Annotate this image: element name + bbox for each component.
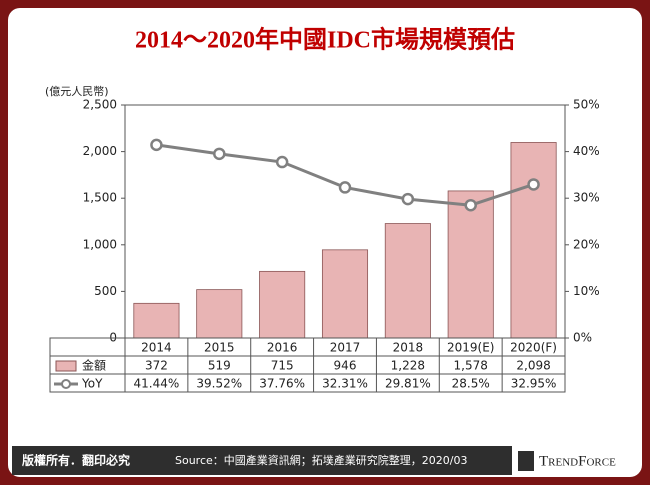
logo: TrendForce xyxy=(539,453,616,469)
x-tick-label: 2015 xyxy=(204,341,235,355)
y2-tick-label: 20% xyxy=(573,237,600,251)
data-label: 715 xyxy=(271,359,294,373)
y-axis-label: (億元人民幣) xyxy=(45,85,109,98)
data-label: 2,098 xyxy=(516,359,550,373)
data-label: 372 xyxy=(145,359,168,373)
bar xyxy=(196,289,243,339)
marker xyxy=(464,198,477,212)
x-tick-label: 2014 xyxy=(141,341,172,355)
x-tick-label: 2020(F) xyxy=(510,341,557,355)
card xyxy=(8,8,642,477)
bar xyxy=(321,249,369,339)
source: Source：中國產業資訊網；拓墣產業研究院整理，2020/03 xyxy=(175,453,467,467)
y-tick-label: 1,500 xyxy=(83,191,117,205)
bar xyxy=(133,302,180,339)
data-label: 32.95% xyxy=(511,377,557,391)
x-tick-label: 2019(E) xyxy=(447,341,494,355)
legend-marker xyxy=(61,379,71,389)
y-tick-label: 2,000 xyxy=(83,144,117,158)
x-tick-label: 2017 xyxy=(330,341,361,355)
data-label: 28.5% xyxy=(452,377,490,391)
y2-tick-label: 0% xyxy=(573,331,592,345)
x-tick-label: 2016 xyxy=(267,341,298,355)
bar xyxy=(259,270,306,339)
data-label: 37.76% xyxy=(259,377,305,391)
footer-bar xyxy=(12,446,512,475)
y-tick-label: 500 xyxy=(94,284,117,298)
data-label: 519 xyxy=(208,359,231,373)
y2-tick-label: 30% xyxy=(573,191,600,205)
marker xyxy=(213,147,226,161)
x-tick-label: 2018 xyxy=(393,341,424,355)
data-label: 29.81% xyxy=(385,377,431,391)
y-tick-label: 2,500 xyxy=(83,98,117,112)
y-tick-label: 1,000 xyxy=(83,237,117,251)
logo-icon xyxy=(518,451,534,471)
legend-label: 金額 xyxy=(82,358,106,373)
data-label: 946 xyxy=(334,359,357,373)
bar xyxy=(384,223,431,339)
bar xyxy=(510,142,557,339)
data-label: 39.52% xyxy=(196,377,242,391)
data-label: 1,578 xyxy=(454,359,488,373)
copyright: 版權所有．翻印必究 xyxy=(22,453,130,468)
data-label: 41.44% xyxy=(134,377,180,391)
chart-title: 2014～2020年中國IDC市場規模預估 xyxy=(135,26,515,54)
marker xyxy=(275,155,289,169)
y2-tick-label: 40% xyxy=(573,144,600,158)
legend-label: YoY xyxy=(81,377,103,391)
y2-tick-label: 50% xyxy=(573,98,600,112)
marker xyxy=(338,181,352,194)
legend-swatch xyxy=(55,360,77,372)
y2-tick-label: 10% xyxy=(573,284,600,298)
bar xyxy=(447,190,494,339)
data-label: 32.31% xyxy=(322,377,368,391)
marker xyxy=(527,178,540,191)
data-label: 1,228 xyxy=(391,359,425,373)
marker xyxy=(401,192,415,206)
marker xyxy=(150,138,163,152)
